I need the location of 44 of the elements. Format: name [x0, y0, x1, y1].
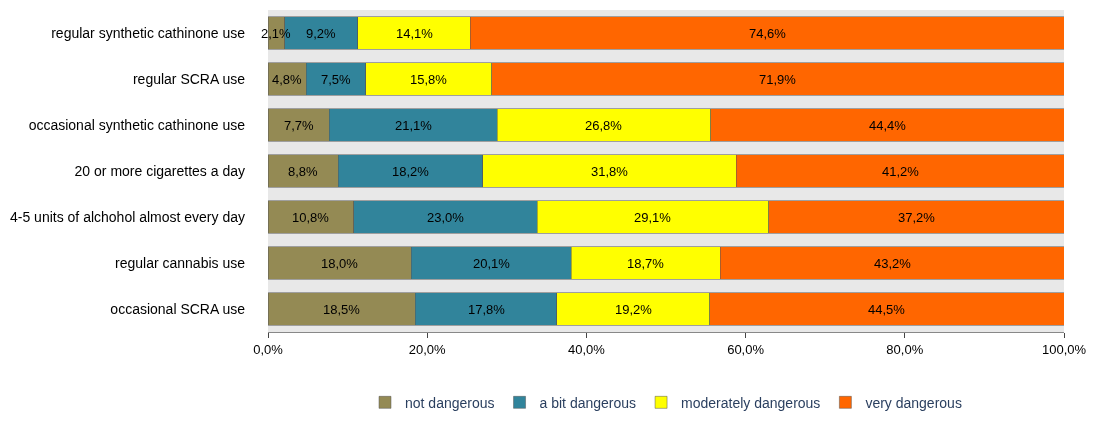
y-tick-label: occasional SCRA use: [110, 300, 246, 317]
x-tick-label: 0,0%: [253, 341, 284, 357]
data-label: 44,5%: [868, 302, 906, 317]
data-label: 7,5%: [321, 72, 352, 87]
legend-label: not dangerous: [405, 394, 495, 411]
data-label: 17,8%: [468, 302, 506, 317]
data-label: 9,2%: [306, 26, 337, 41]
data-label: 20,1%: [473, 256, 511, 271]
data-label: 31,8%: [591, 164, 629, 179]
data-label: 44,4%: [869, 118, 907, 133]
data-label: 18,7%: [627, 256, 665, 271]
data-label: 41,2%: [882, 164, 920, 179]
data-label: 7,7%: [284, 118, 315, 133]
y-tick-label: occasional synthetic cathinone use: [28, 116, 246, 133]
data-label: 26,8%: [585, 118, 623, 133]
data-label: 37,2%: [898, 210, 936, 225]
legend-label: moderately dangerous: [681, 394, 821, 411]
data-label: 19,2%: [615, 302, 653, 317]
x-tick-label: 60,0%: [727, 341, 765, 357]
y-tick-label: regular synthetic cathinone use: [51, 24, 246, 41]
y-tick-label: 4-5 units of alchohol almost every day: [9, 208, 245, 225]
x-tick-label: 80,0%: [886, 341, 924, 357]
data-label: 23,0%: [427, 210, 465, 225]
data-label: 10,8%: [292, 210, 330, 225]
data-label: 8,8%: [288, 164, 319, 179]
data-label: 18,2%: [392, 164, 430, 179]
legend-label: a bit dangerous: [539, 394, 637, 411]
y-tick-label: regular cannabis use: [115, 254, 246, 271]
data-label: 18,5%: [323, 302, 361, 317]
data-label: 15,8%: [410, 72, 448, 87]
x-tick-label: 40,0%: [567, 341, 606, 357]
data-label: 21,1%: [395, 118, 433, 133]
data-label: 71,9%: [759, 72, 797, 87]
data-label: 18,0%: [321, 256, 359, 271]
x-tick-label: 100,0%: [1041, 341, 1087, 357]
y-tick-label: 20 or more cigarettes a day: [74, 162, 245, 179]
legend-label: very dangerous: [865, 394, 962, 411]
data-label: 14,1%: [396, 26, 434, 41]
data-label: 43,2%: [874, 256, 912, 271]
y-tick-label: regular SCRA use: [132, 70, 246, 87]
data-label: 4,8%: [272, 72, 303, 87]
data-label: 74,6%: [749, 26, 787, 41]
data-label: 29,1%: [634, 210, 672, 225]
x-tick-label: 20,0%: [408, 341, 447, 357]
